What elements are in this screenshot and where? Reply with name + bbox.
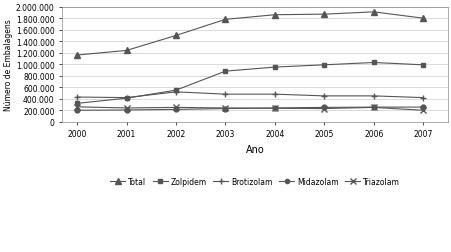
Legend: Total, Zolpidem, Brotizolam, Midazolam, Triazolam: Total, Zolpidem, Brotizolam, Midazolam, … [107, 174, 402, 189]
X-axis label: Ano: Ano [245, 144, 264, 154]
Y-axis label: Número de Embalagens: Número de Embalagens [4, 19, 13, 111]
